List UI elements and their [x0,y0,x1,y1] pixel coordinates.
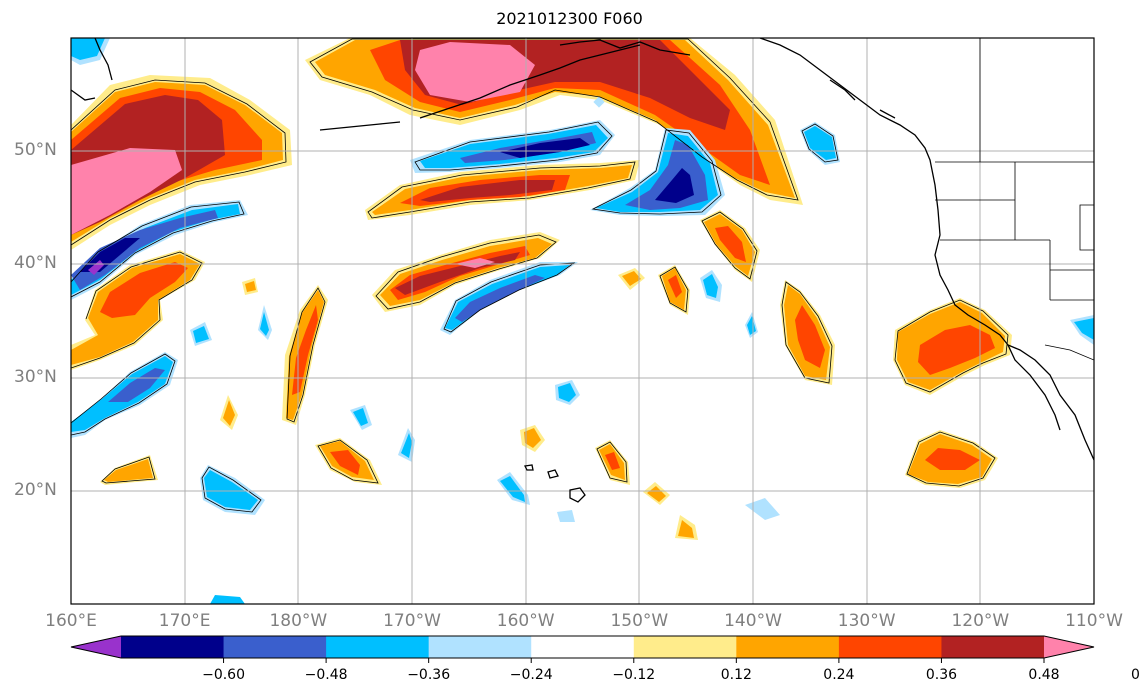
map-frame [70,37,1095,605]
longitude-label: 110°W [1065,611,1123,631]
positive-anomaly-40n [372,232,560,312]
longitude-label: 120°W [951,611,1010,631]
colorbar-segment [531,636,635,658]
colorbar-tick-label: −0.36 [407,667,451,683]
colorbar-extend-low [71,636,121,658]
colorbar-outline [70,635,1095,659]
colorbar-segment [428,636,532,658]
colorbar [70,635,1095,663]
colorbar-segment [121,636,225,658]
negative-anomaly-50n [410,120,615,173]
positive-anomaly-22n-125w [905,430,998,488]
longitude-label: 160°E [45,611,97,631]
colorbar-segment [326,636,430,658]
map-area [71,38,1094,604]
colorbar-segment [838,636,942,658]
longitude-label: 150°W [610,611,669,631]
colorbar-segment [736,636,840,658]
colorbar-tick-label: −0.12 [612,667,656,683]
latitude-label: 40°N [14,253,57,274]
positive-anomaly-california [893,298,1012,395]
colorbar-segment [633,636,737,658]
colorbar-tick-label: 0.60 [1130,667,1139,683]
longitude-label: 160°W [496,611,555,631]
colorbar-tick-label: 0.12 [720,667,752,683]
longitude-label: 170°E [158,611,211,631]
positive-anomaly-west-35n [71,250,205,370]
positive-anomaly-45n [365,160,640,220]
colorbar-tick-label: 0.36 [925,667,958,683]
coastlines [71,38,1094,503]
longitude-label: 180°W [269,611,328,631]
latitude-label: 30°N [14,366,57,387]
negative-anomaly-west-28n [71,352,178,438]
colorbar-tick-label: 0.24 [823,667,855,683]
colorbar-tick-label: 0.48 [1028,667,1060,683]
positive-anomaly-nw [71,75,292,250]
longitude-label: 170°W [383,611,441,631]
colorbar-segment [223,636,327,658]
negative-anomaly-small-blobs [71,38,1094,604]
political-borders [935,38,1094,361]
colorbar-tick-label: −0.48 [304,667,348,683]
colorbar-segment [941,636,1045,658]
longitude-label: 130°W [837,611,896,631]
longitude-label: 140°W [724,611,782,631]
map-title: 2021012300 F060 [496,9,643,28]
latitude-label: 20°N [14,479,57,500]
colorbar-tick-label: −0.24 [509,667,553,683]
colorbar-tick-label: −0.60 [202,667,245,683]
latitude-label: 50°N [14,140,57,161]
colorbar-extend-high [1044,636,1094,658]
positive-anomaly-alaska [305,38,803,205]
